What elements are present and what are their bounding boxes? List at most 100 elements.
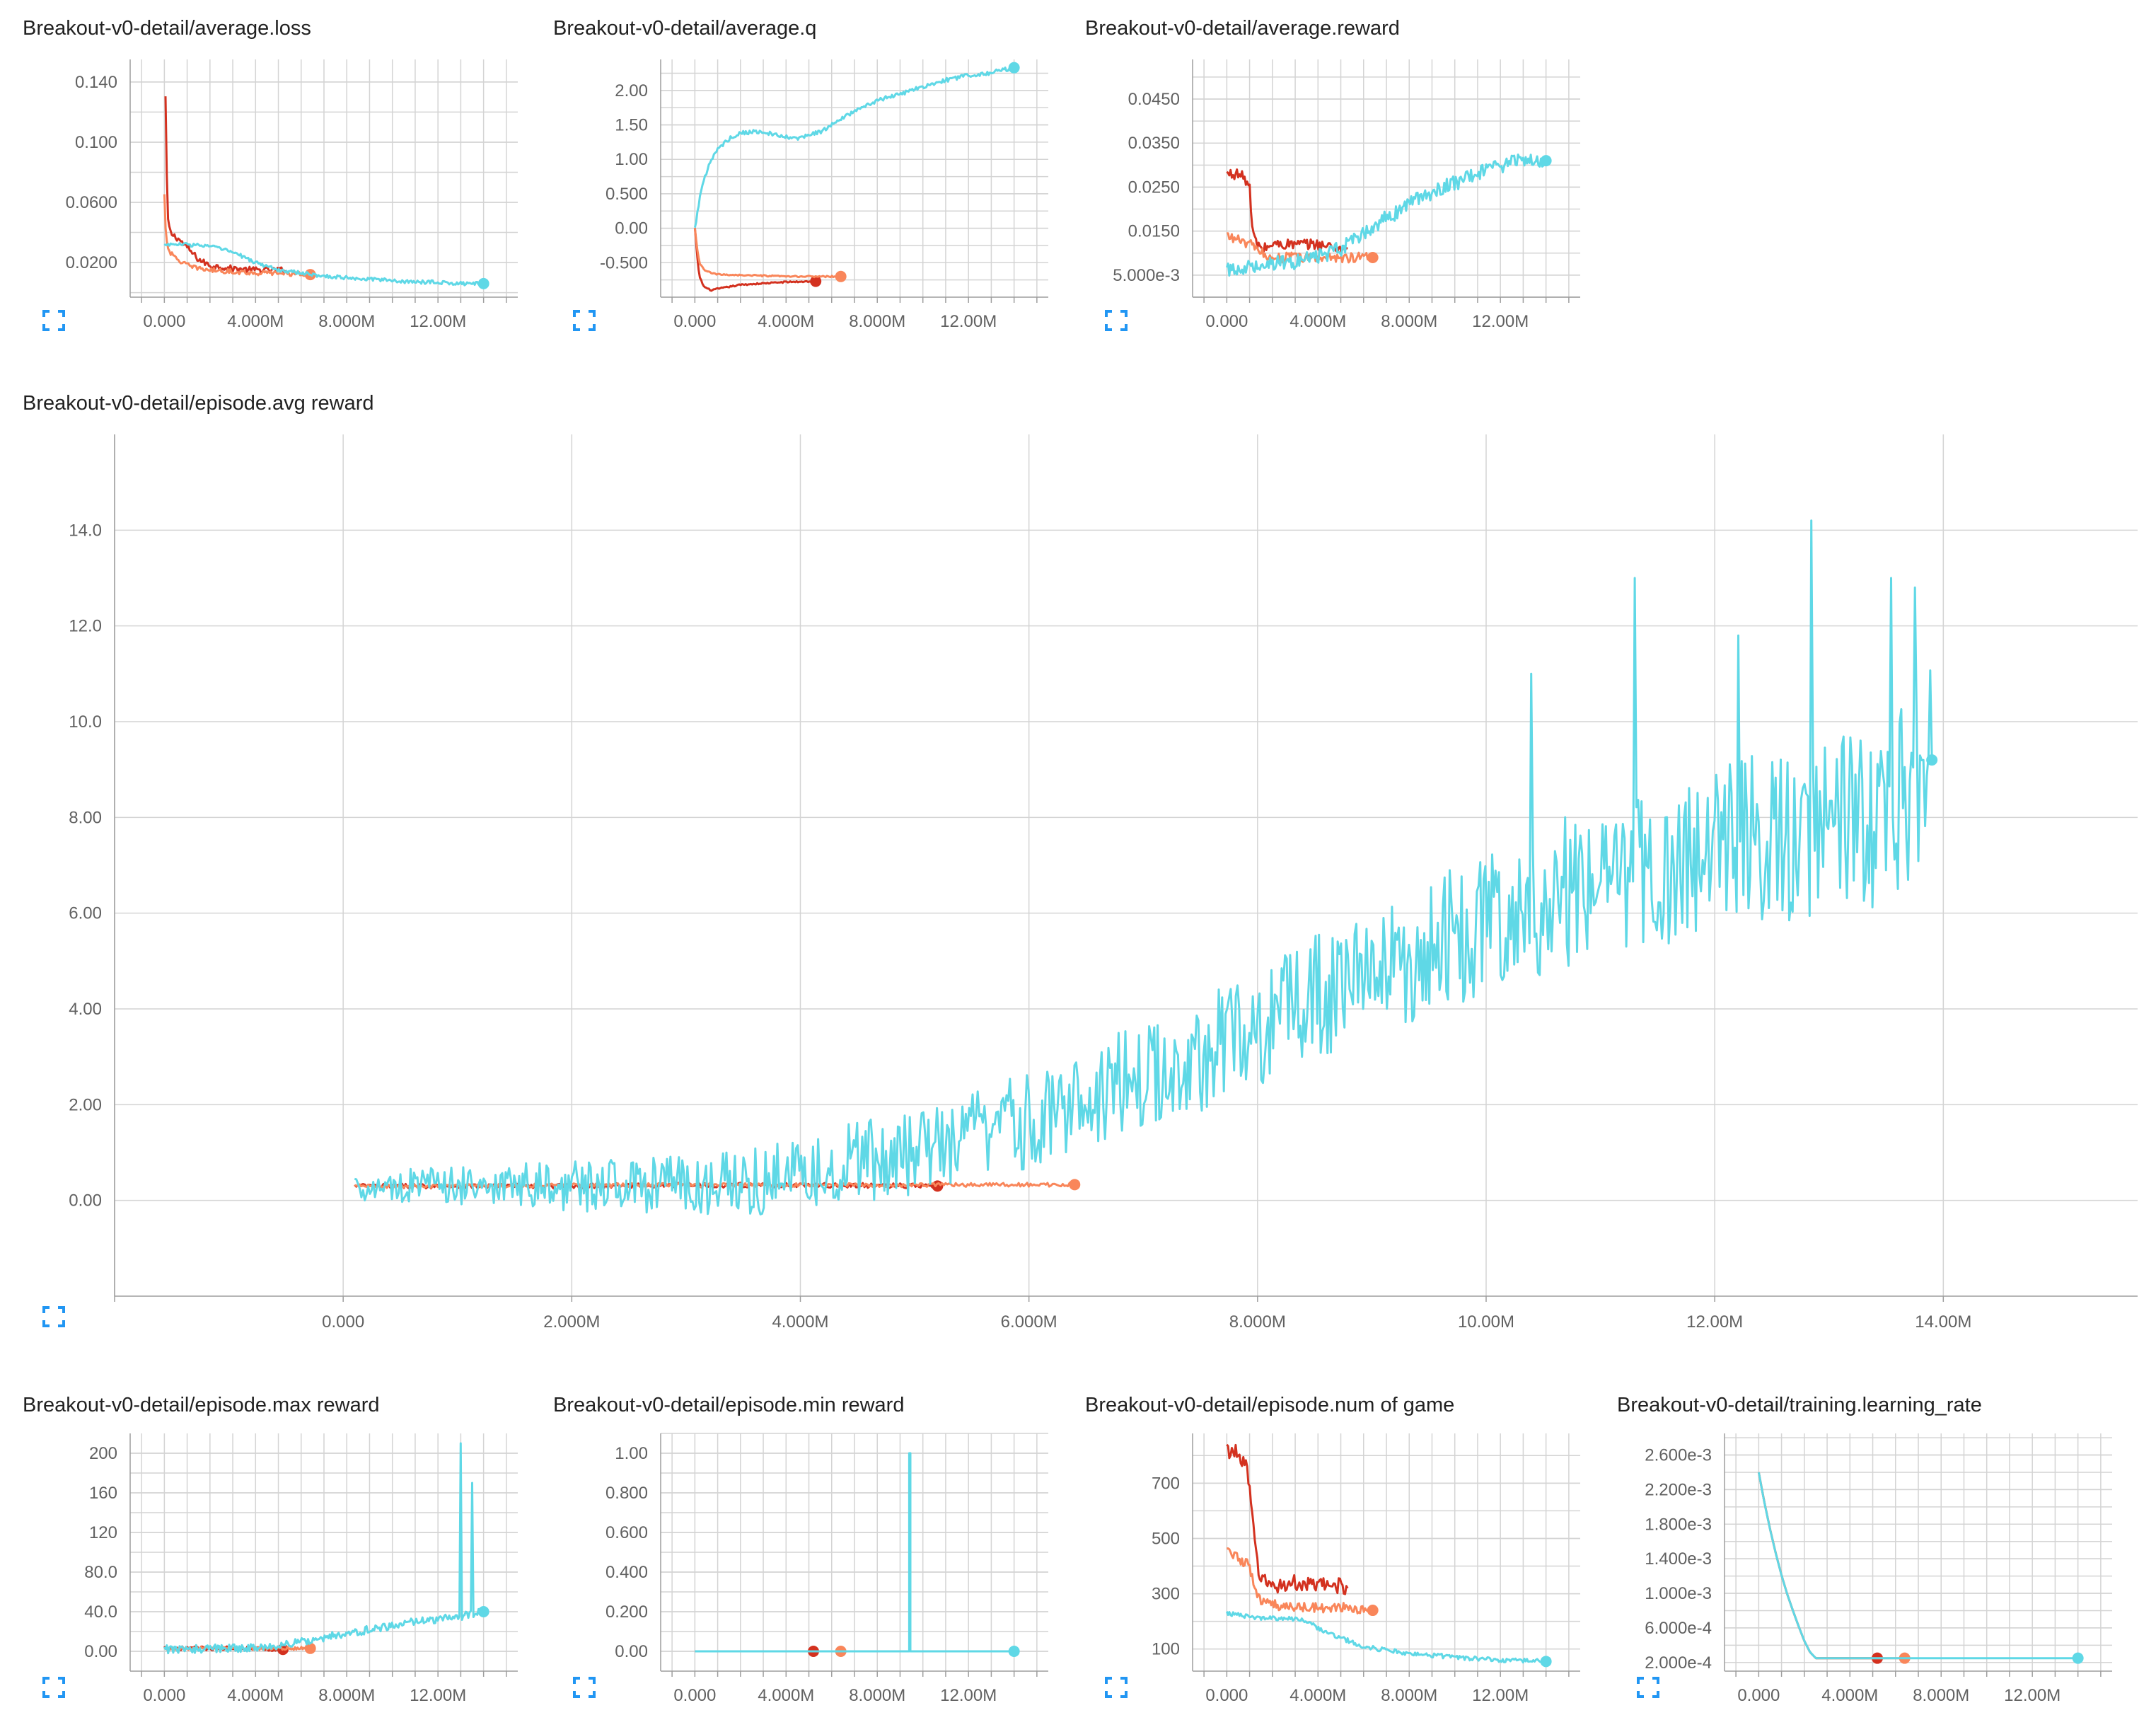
y-tick-label: 0.0350 — [1128, 134, 1180, 153]
fullscreen-expand-icon[interactable] — [573, 310, 596, 331]
series-line-orange — [163, 194, 311, 278]
fullscreen-expand-icon-glyph — [42, 310, 65, 331]
y-tick-label: 0.400 — [605, 1563, 648, 1582]
series-line-cyan — [163, 242, 485, 287]
chart-card-average-reward: Breakout-v0-detail/average.reward 0.000 4… — [1085, 17, 1580, 342]
chart-title: Breakout-v0-detail/training.learning_rat… — [1617, 1394, 1982, 1416]
series-end-point-cyan — [1008, 62, 1020, 74]
y-tick-label: 0.0600 — [66, 193, 117, 212]
y-tick-label: 6.00 — [69, 904, 102, 923]
x-tick-label: 8.000M — [849, 312, 905, 331]
y-tick-label: 14.0 — [69, 521, 102, 540]
grid — [1725, 1433, 2112, 1671]
series-line-cyan — [1757, 1472, 2078, 1660]
fullscreen-expand-icon[interactable] — [42, 310, 65, 331]
x-tick-label: 8.000M — [318, 312, 375, 331]
fullscreen-expand-icon[interactable] — [573, 1677, 596, 1698]
x-tick-label: 6.000M — [1001, 1312, 1057, 1332]
x-tick-label: 0.000 — [322, 1312, 364, 1332]
chart-title: Breakout-v0-detail/episode.min reward — [553, 1394, 905, 1416]
y-tick-label: 160 — [89, 1484, 117, 1503]
x-tick-label: 0.000 — [673, 312, 716, 331]
y-tick-label: 1.00 — [615, 1444, 648, 1463]
y-tick-label: 100 — [1152, 1640, 1180, 1659]
fullscreen-expand-icon-glyph — [573, 1677, 596, 1698]
y-tick-label: 200 — [89, 1444, 117, 1463]
chart-card-episode-max-reward: Breakout-v0-detail/episode.max reward 0.… — [23, 1394, 518, 1705]
x-tick-label: 8.000M — [1229, 1312, 1286, 1332]
fullscreen-expand-icon-glyph — [1105, 310, 1128, 331]
chart-plot: 0.000 4.000M 8.000M 12.00M 0.00 40.0 80.0 120 16… — [84, 1433, 518, 1705]
x-tick-label: 0.000 — [1737, 1686, 1780, 1705]
x-tick-label: 12.00M — [1472, 1686, 1529, 1705]
x-tick-label: 4.000M — [1289, 312, 1346, 331]
chart-card-episode-num-of-game: Breakout-v0-detail/episode.num of game 0… — [1085, 1394, 1580, 1705]
y-tick-label: 2.200e-3 — [1645, 1480, 1712, 1499]
chart-plot: 0.000 4.000M 8.000M 12.00M 2.000e-4 6.000e-4 1… — [1645, 1433, 2112, 1705]
y-tick-label: 0.800 — [605, 1484, 648, 1503]
chart-plot: 0.000 4.000M 8.000M 12.00M 100 300 500 700 — [1152, 1433, 1580, 1705]
fullscreen-expand-icon-glyph — [1105, 1677, 1128, 1698]
x-tick-label: 12.00M — [410, 1686, 466, 1705]
y-tick-label: 0.200 — [605, 1603, 648, 1622]
series-line-cyan — [354, 519, 1933, 1215]
fullscreen-expand-icon[interactable] — [42, 1677, 65, 1698]
series-line-red — [1226, 1443, 1349, 1595]
y-tick-label: 700 — [1152, 1474, 1180, 1493]
series-line-orange — [1757, 1472, 1905, 1660]
y-tick-label: 0.00 — [615, 1642, 648, 1661]
x-tick-label: 12.00M — [1686, 1312, 1743, 1332]
fullscreen-expand-icon-glyph — [1637, 1677, 1659, 1698]
series-line-cyan — [163, 1442, 485, 1655]
chart-title: Breakout-v0-detail/episode.avg reward — [23, 392, 374, 415]
x-tick-label: 4.000M — [1821, 1686, 1878, 1705]
series-line-orange — [354, 1182, 1075, 1189]
series-line-orange — [1227, 232, 1374, 264]
fullscreen-expand-icon[interactable] — [1105, 1677, 1128, 1698]
x-tick-label: 8.000M — [1381, 1686, 1437, 1705]
y-tick-label: 1.50 — [615, 116, 648, 135]
chart-plot: 0.000 4.000M 8.000M 12.00M -0.500 0.00 0.500 1.… — [600, 59, 1048, 331]
x-tick-label: 12.00M — [2004, 1686, 2061, 1705]
grid — [130, 59, 518, 297]
y-tick-label: 1.00 — [615, 150, 648, 169]
x-tick-label: 8.000M — [318, 1686, 375, 1705]
chart-plot: 0.000 4.000M 8.000M 12.00M 0.0200 0.0600 0.100… — [66, 59, 518, 331]
grid — [661, 1433, 1048, 1671]
x-tick-label: 0.000 — [1205, 1686, 1248, 1705]
y-tick-label: 300 — [1152, 1585, 1180, 1604]
series-end-point-cyan — [1540, 1656, 1552, 1668]
x-tick-label: 12.00M — [940, 312, 997, 331]
y-tick-label: 5.000e-3 — [1113, 266, 1180, 285]
y-tick-label: 0.00 — [615, 219, 648, 238]
y-tick-label: 2.000e-4 — [1645, 1653, 1712, 1673]
fullscreen-expand-icon[interactable] — [1637, 1677, 1659, 1698]
series-line-orange — [1226, 1547, 1374, 1615]
fullscreen-expand-icon[interactable] — [42, 1306, 65, 1327]
y-tick-label: 6.000e-4 — [1645, 1619, 1712, 1638]
y-tick-label: 0.140 — [75, 73, 117, 92]
chart-title: Breakout-v0-detail/episode.num of game — [1085, 1394, 1455, 1416]
y-tick-label: 120 — [89, 1523, 117, 1542]
y-tick-label: 10.0 — [69, 712, 102, 732]
series-end-point-cyan — [477, 1606, 489, 1617]
y-tick-label: 8.00 — [69, 808, 102, 827]
y-tick-label: 0.00 — [84, 1642, 117, 1661]
x-tick-label: 10.00M — [1458, 1312, 1514, 1332]
series-line-red — [1757, 1472, 1877, 1660]
series-end-point-cyan — [2072, 1652, 2084, 1664]
x-tick-label: 4.000M — [758, 312, 814, 331]
fullscreen-expand-icon-glyph — [42, 1306, 65, 1327]
series-end-point-orange — [1069, 1179, 1081, 1191]
grid — [1193, 59, 1580, 298]
y-tick-label: 0.00 — [69, 1191, 102, 1211]
series-line-cyan — [1225, 154, 1548, 277]
y-tick-label: 0.0150 — [1128, 222, 1180, 241]
x-tick-label: 8.000M — [1913, 1686, 1969, 1705]
chart-card-episode-min-reward: Breakout-v0-detail/episode.min reward 0.… — [553, 1394, 1048, 1705]
x-tick-label: 12.00M — [940, 1686, 997, 1705]
chart-title: Breakout-v0-detail/average.loss — [23, 17, 311, 40]
x-tick-label: 4.000M — [758, 1686, 814, 1705]
fullscreen-expand-icon[interactable] — [1105, 310, 1128, 331]
series-end-point-cyan — [1926, 754, 1938, 766]
